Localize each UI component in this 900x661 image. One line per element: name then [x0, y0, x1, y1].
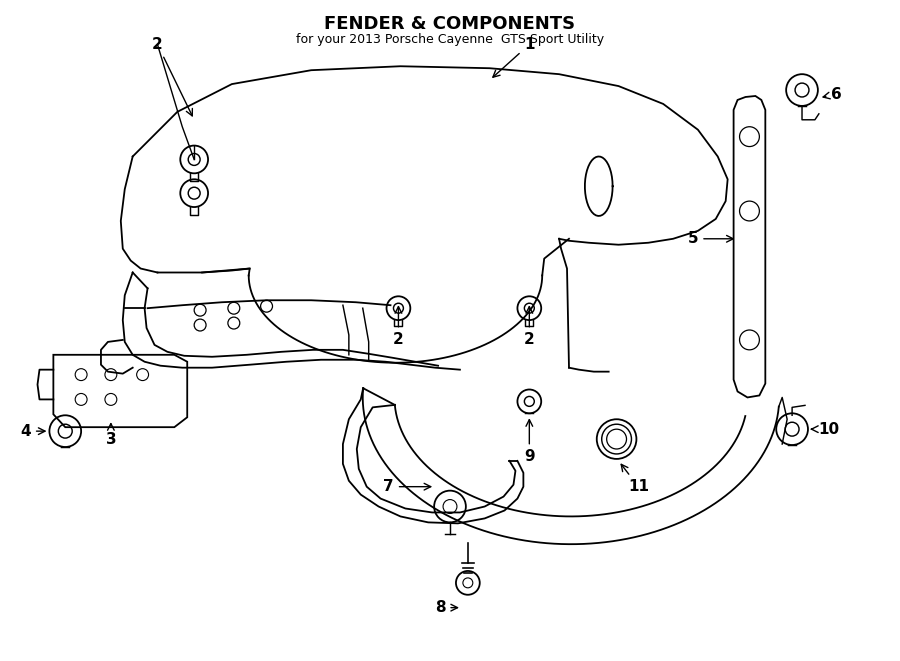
- Text: 9: 9: [524, 420, 535, 465]
- Text: 1: 1: [493, 37, 535, 77]
- Text: 7: 7: [383, 479, 431, 494]
- Text: 6: 6: [824, 87, 842, 102]
- Text: 8: 8: [435, 600, 457, 615]
- Text: 2: 2: [152, 37, 193, 116]
- Text: FENDER & COMPONENTS: FENDER & COMPONENTS: [324, 15, 576, 32]
- Text: 2: 2: [524, 307, 535, 348]
- Text: 10: 10: [812, 422, 840, 437]
- Text: 4: 4: [21, 424, 45, 439]
- Text: 3: 3: [105, 424, 116, 447]
- Text: 11: 11: [621, 464, 649, 494]
- Text: 5: 5: [688, 231, 734, 247]
- Text: 2: 2: [393, 307, 404, 348]
- Text: for your 2013 Porsche Cayenne  GTS Sport Utility: for your 2013 Porsche Cayenne GTS Sport …: [296, 32, 604, 46]
